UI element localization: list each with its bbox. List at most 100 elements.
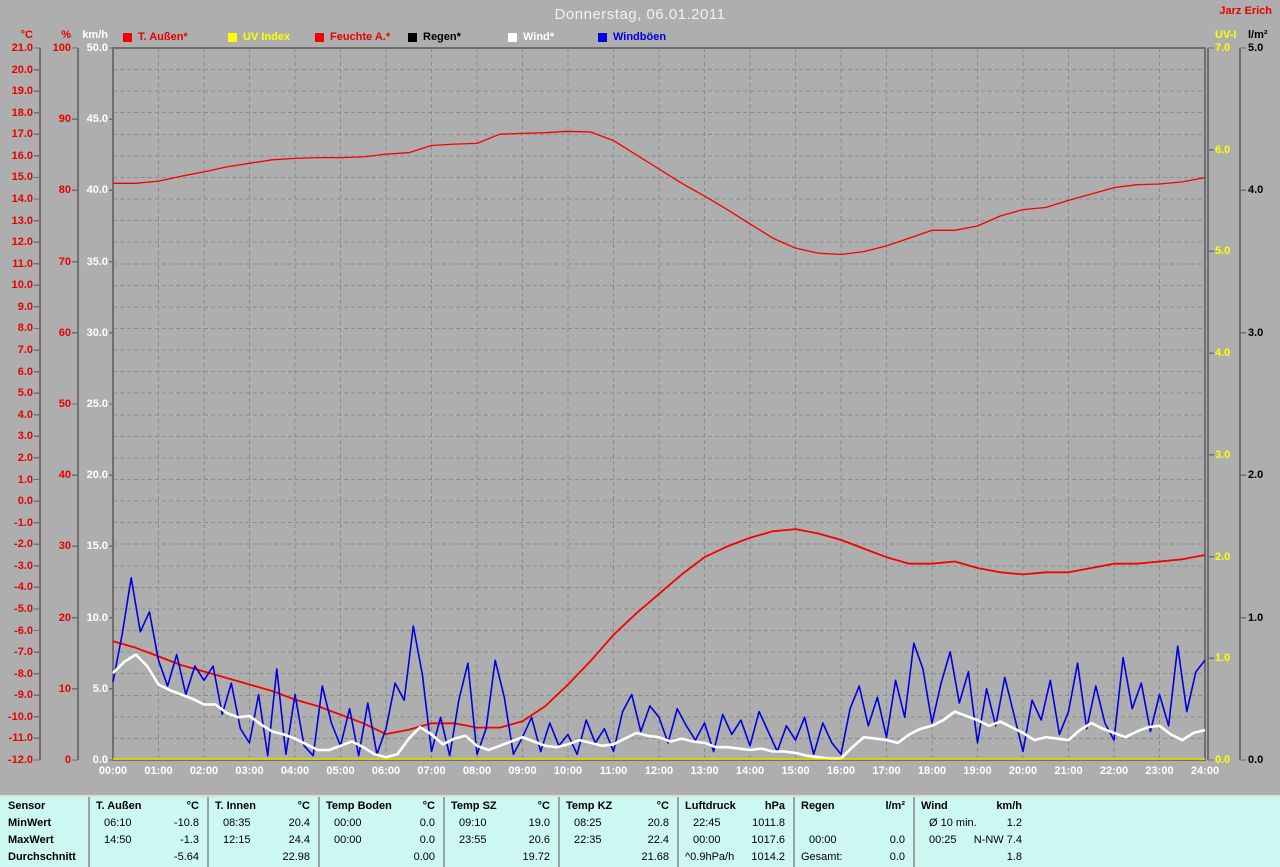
table-time-cell: 23:55: [459, 834, 487, 846]
table-header-unit: l/m²: [885, 800, 905, 812]
table-value-cell: 19.0: [528, 817, 550, 829]
time-tick-label: 15:00: [781, 765, 810, 777]
table-value-cell: 0.00: [413, 851, 435, 863]
table-value-cell: 0.0: [889, 851, 905, 863]
axis-tick-label: 17.0: [11, 128, 33, 141]
table-time-cell: 00:00: [334, 817, 362, 829]
axis-tick-label: 7.0: [1215, 42, 1231, 54]
axis-tick-label: 4.0: [1215, 347, 1231, 360]
table-column-separator: [558, 797, 560, 867]
time-tick-label: 00:00: [98, 765, 128, 777]
legend-label: UV Index: [243, 31, 291, 43]
axis-tick-label: 15.0: [86, 540, 108, 553]
legend-item-uv-index: UV Index: [228, 31, 290, 43]
table-time-cell: 00:00: [334, 834, 362, 846]
table-value-cell: 22.4: [647, 834, 669, 846]
table-time-cell: 00:25: [929, 834, 957, 846]
time-tick-label: 14:00: [735, 765, 765, 777]
table-value-cell: -10.8: [173, 817, 199, 829]
table-value-cell: N-NW 7.4: [973, 834, 1022, 846]
table-column-separator: [318, 797, 320, 867]
axis-tick-label: 11.0: [12, 257, 33, 270]
legend-label: T. Außen*: [138, 31, 188, 43]
table-header-cell: T. Innen: [215, 800, 256, 812]
axis-tick-label: -5.0: [14, 602, 33, 615]
axis-tick-label: 35.0: [86, 255, 108, 268]
axis-tick-label: -8.0: [14, 667, 33, 680]
axis-tick-label: -10.0: [7, 710, 33, 723]
time-tick-label: 05:00: [326, 765, 355, 777]
table-header-unit: °C: [186, 800, 199, 812]
stats-table: Sensor MinWert MaxWert Durchschnitt T. Außen…: [0, 795, 1280, 867]
table-value-cell: -1.3: [180, 834, 199, 846]
axis-tick-label: 0.0: [92, 754, 108, 766]
table-column-separator: [207, 797, 209, 867]
legend-item-wind: Wind*: [508, 31, 554, 43]
axis-tick-label: 4.0: [1248, 184, 1264, 197]
table-value-cell: 19.72: [522, 851, 550, 863]
axis-tick-label: 12.0: [11, 236, 33, 249]
time-tick-label: 24:00: [1190, 765, 1220, 777]
time-tick-label: 07:00: [417, 765, 446, 777]
table-column-separator: [677, 797, 679, 867]
time-tick-label: 04:00: [280, 765, 310, 777]
table-value-cell: 0.0: [419, 834, 435, 846]
axis-tick-label: 2.0: [17, 451, 33, 464]
axis-tick-label: 50: [58, 398, 71, 410]
table-header-cell: Temp KZ: [566, 800, 613, 812]
axis-tick-label: 30: [58, 540, 71, 553]
axis-tick-label: 5.0: [1215, 245, 1231, 258]
table-time-cell: 08:35: [223, 817, 251, 829]
axis-tick-label: 3.0: [17, 430, 33, 443]
axis-tick-label: 90: [58, 113, 71, 126]
axis-tick-label: 0.0: [17, 495, 33, 508]
table-row-label: MaxWert: [8, 834, 54, 846]
axis-unit-label: km/h: [82, 29, 108, 41]
axis-tick-label: -6.0: [14, 624, 33, 637]
axis-tick-label: 10.0: [11, 279, 33, 292]
wind-legend-swatch: [508, 32, 517, 42]
axis-tick-label: 60: [58, 326, 71, 339]
table-time-cell: 00:00: [809, 834, 837, 846]
table-header-unit: km/h: [996, 800, 1022, 812]
axis-tick-label: 5.0: [92, 682, 108, 695]
axis-tick-label: 1.0: [1215, 652, 1231, 665]
axis-tick-label: 5.0: [17, 387, 33, 400]
table-row-label: MinWert: [8, 817, 52, 829]
axis-tick-label: 19.0: [11, 85, 33, 98]
series-wind: [112, 653, 1206, 760]
axis-tick-label: 18.0: [11, 106, 33, 119]
axis-tick-label: 20.0: [86, 469, 108, 482]
legend-item-t-aussen: T. Außen*: [123, 31, 188, 43]
time-tick-label: 02:00: [189, 765, 219, 777]
table-value-cell: 22.98: [282, 851, 310, 863]
table-time-cell: 22:45: [693, 817, 721, 829]
series-windboeen: [112, 576, 1206, 757]
table-value-cell: -5.64: [173, 851, 199, 863]
table-header-cell: Temp Boden: [326, 800, 392, 812]
axis-tick-label: 0.0: [1215, 754, 1231, 766]
axis-tick-label: 6.0: [17, 365, 33, 378]
axis-tick-label: 40.0: [86, 184, 108, 197]
legend-label: Feuchte A.*: [330, 31, 391, 43]
axis-tick-label: 0.0: [1248, 754, 1264, 766]
axis-tick-label: 13.0: [11, 214, 33, 227]
axis-tick-label: 10: [58, 682, 71, 695]
table-header-unit: °C: [537, 800, 550, 812]
time-tick-label: 11:00: [599, 765, 628, 777]
table-time-cell: 08:25: [574, 817, 602, 829]
axis-tick-label: 6.0: [1215, 143, 1231, 156]
table-column-separator: [793, 797, 795, 867]
legend-label: Windböen: [613, 31, 667, 43]
axis-tick-label: 25.0: [86, 398, 108, 410]
table-header-cell: Wind: [921, 800, 948, 812]
axis-tick-label: 10.0: [86, 611, 108, 624]
table-header-unit: hPa: [764, 800, 785, 812]
time-tick-label: 09:00: [508, 765, 537, 777]
axis-tick-label: 50.0: [86, 42, 108, 54]
table-value-cell: 1.2: [1006, 817, 1022, 829]
uv-index-legend-swatch: [228, 32, 237, 42]
station-name: Jarz Erich: [1219, 5, 1272, 17]
axis-tick-label: 21.0: [11, 42, 33, 54]
